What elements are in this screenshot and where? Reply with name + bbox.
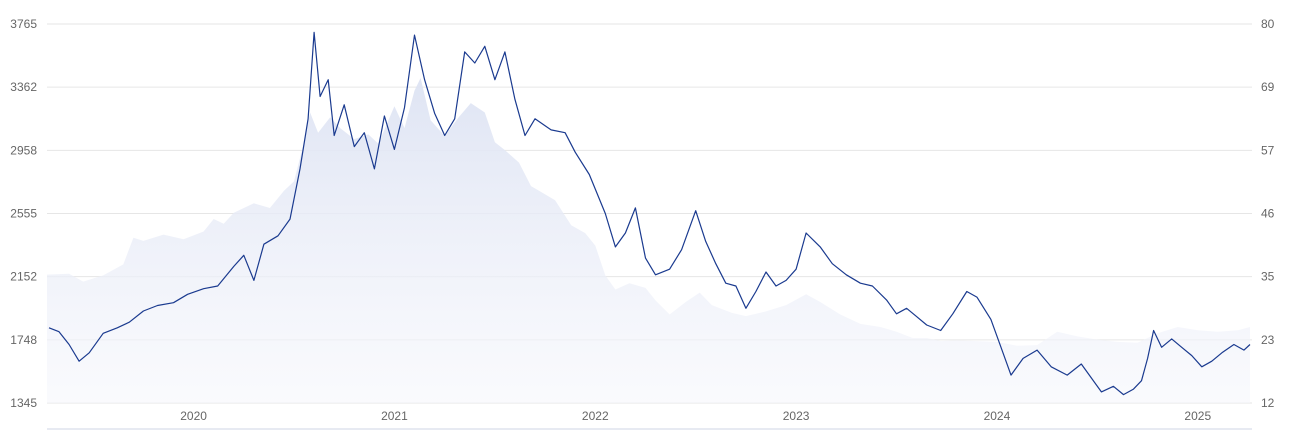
right-tick-label: 35: [1261, 270, 1275, 284]
line-series: [48, 31, 1251, 396]
x-tick-label: 2022: [582, 409, 609, 423]
right-axis-ticks: 80 69 57 46 35 23 12: [1261, 17, 1275, 410]
x-tick-label: 2024: [984, 409, 1011, 423]
x-tick-label: 2021: [381, 409, 408, 423]
right-tick-label: 23: [1261, 333, 1275, 347]
right-tick-label: 57: [1261, 143, 1275, 157]
left-tick-label: 2555: [10, 207, 37, 221]
x-axis-ticks: 2020 2021 2022 2023 2024 2025: [180, 409, 1211, 423]
left-tick-label: 1748: [10, 333, 37, 347]
left-axis-ticks: 3765 3362 2958 2555 2152 1748 1345: [10, 17, 37, 410]
left-tick-label: 3362: [10, 80, 37, 94]
line-series-path: [48, 31, 1251, 396]
area-series: [47, 78, 1250, 403]
left-tick-label: 2152: [10, 270, 37, 284]
left-tick-label: 1345: [10, 396, 37, 410]
right-tick-label: 12: [1261, 396, 1275, 410]
x-tick-label: 2023: [783, 409, 810, 423]
right-tick-label: 80: [1261, 17, 1275, 31]
x-tick-label: 2020: [180, 409, 207, 423]
right-tick-label: 46: [1261, 207, 1275, 221]
area-series-path: [47, 78, 1250, 403]
left-tick-label: 3765: [10, 17, 37, 31]
x-tick-label: 2025: [1184, 409, 1211, 423]
right-tick-label: 69: [1261, 80, 1275, 94]
left-tick-label: 2958: [10, 143, 37, 157]
